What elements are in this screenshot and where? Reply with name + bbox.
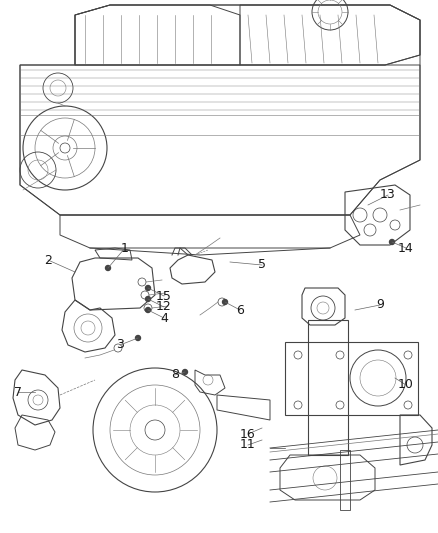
Text: 1: 1 <box>121 241 129 254</box>
Circle shape <box>183 369 187 375</box>
Text: 2: 2 <box>44 254 52 266</box>
Text: 10: 10 <box>398 378 414 392</box>
Text: 11: 11 <box>240 439 256 451</box>
Text: 12: 12 <box>156 301 172 313</box>
Text: 3: 3 <box>116 338 124 351</box>
Text: 14: 14 <box>398 241 414 254</box>
Circle shape <box>135 335 141 341</box>
Circle shape <box>223 300 227 304</box>
Text: 4: 4 <box>160 311 168 325</box>
Circle shape <box>106 265 110 271</box>
Text: 7: 7 <box>14 385 22 399</box>
Text: 5: 5 <box>258 259 266 271</box>
Circle shape <box>145 286 151 290</box>
Text: 8: 8 <box>171 368 179 382</box>
Circle shape <box>145 308 151 312</box>
Text: 6: 6 <box>236 303 244 317</box>
Circle shape <box>145 296 151 302</box>
Text: 13: 13 <box>380 189 396 201</box>
Text: 16: 16 <box>240 427 256 440</box>
Text: 15: 15 <box>156 289 172 303</box>
Circle shape <box>389 239 395 245</box>
Text: 9: 9 <box>376 298 384 311</box>
